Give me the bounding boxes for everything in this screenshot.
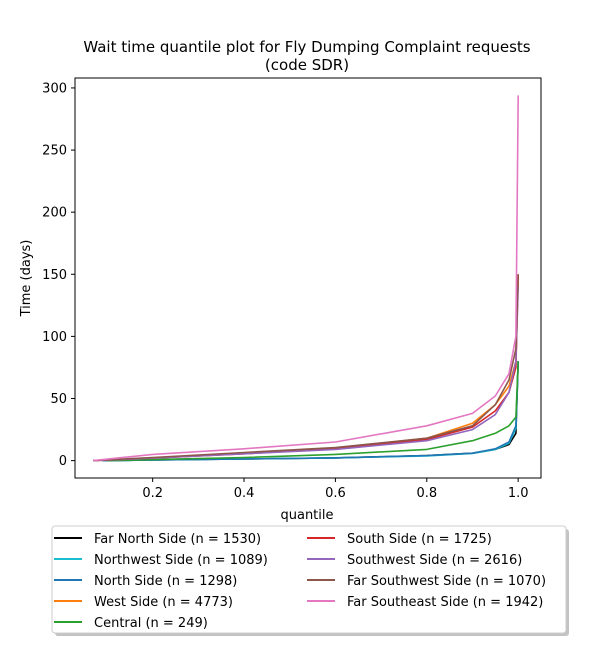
y-tick-label: 0 — [59, 454, 67, 469]
series-line-5 — [93, 274, 519, 462]
legend-entry: West Side (n = 4773) — [94, 595, 233, 610]
y-tick-label: 100 — [42, 330, 67, 345]
chart-title: Wait time quantile plot for Fly Dumping … — [83, 38, 530, 56]
legend-entry: Far Southwest Side (n = 1070) — [347, 574, 546, 589]
x-tick-label: 0.4 — [234, 486, 255, 501]
x-tick-label: 0.2 — [142, 486, 163, 501]
series-line-6 — [93, 286, 519, 462]
series-line-8 — [93, 95, 519, 462]
x-tick-label: 0.6 — [325, 486, 346, 501]
series-line-7 — [93, 274, 519, 462]
y-tick-label: 50 — [50, 392, 67, 407]
plot-lines — [93, 95, 519, 462]
legend-entry: Far Southeast Side (n = 1942) — [347, 595, 543, 610]
x-axis-ticks: 0.2 0.4 0.6 0.8 1.0 — [142, 478, 529, 501]
plot-frame — [74, 77, 542, 479]
x-tick-label: 1.0 — [508, 486, 529, 501]
legend-entry: Southwest Side (n = 2616) — [347, 553, 522, 568]
legend-entry: Central (n = 249) — [94, 616, 208, 631]
legend-entry: Northwest Side (n = 1089) — [94, 553, 268, 568]
y-tick-label: 200 — [42, 206, 67, 221]
y-axis-label: Time (days) — [19, 240, 34, 318]
series-line-1 — [102, 361, 519, 462]
y-axis-ticks: 0 50 100 150 200 250 300 — [42, 81, 75, 469]
x-tick-label: 0.8 — [416, 486, 437, 501]
legend-entry: South Side (n = 1725) — [347, 532, 492, 547]
y-tick-label: 150 — [42, 268, 67, 283]
chart-subtitle: (code SDR) — [265, 56, 349, 74]
x-axis-label: quantile — [280, 508, 333, 523]
legend: Far North Side (n = 1530) Northwest Side … — [51, 525, 569, 636]
legend-entry: Far North Side (n = 1530) — [94, 532, 261, 547]
y-tick-label: 300 — [42, 81, 67, 96]
series-line-4 — [106, 361, 519, 462]
series-line-2 — [102, 361, 519, 462]
y-tick-label: 250 — [42, 144, 67, 159]
legend-entry: North Side (n = 1298) — [94, 574, 237, 589]
series-line-0 — [102, 361, 519, 462]
